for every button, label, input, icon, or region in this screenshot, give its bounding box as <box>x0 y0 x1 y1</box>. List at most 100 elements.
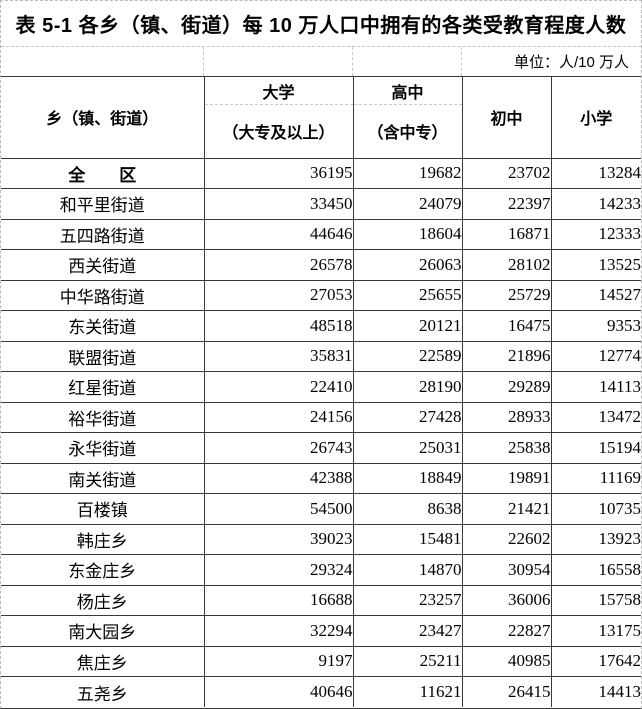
cell-value: 32294 <box>203 615 354 647</box>
cell-region-name: 和平里街道 <box>1 188 205 220</box>
cell-value: 16475 <box>461 310 552 342</box>
cell-value: 22602 <box>461 523 552 555</box>
table-row: 全 区 36195 19682 23702 13284 <box>1 157 641 189</box>
cell-region-name: 西关街道 <box>1 249 205 281</box>
cell-value: 22589 <box>352 340 463 372</box>
col-header-university-line1: 大学 <box>205 77 352 106</box>
table-row: 东关街道 48518 20121 16475 9353 <box>1 310 641 342</box>
cell-region-name: 东关街道 <box>1 310 205 342</box>
cell-value: 22410 <box>203 371 354 403</box>
cell-value: 42388 <box>203 462 354 494</box>
cell-value: 44646 <box>203 218 354 250</box>
cell-value: 16558 <box>550 554 641 586</box>
cell-value: 26743 <box>203 432 354 464</box>
cell-value: 11621 <box>352 676 463 707</box>
col-header-university: 大学 （大专及以上） <box>203 77 354 159</box>
cell-value: 26578 <box>203 249 354 281</box>
cell-value: 25838 <box>461 432 552 464</box>
cell-value: 17642 <box>550 645 641 677</box>
col-header-university-line2: （大专及以上） <box>222 125 335 143</box>
cell-value: 23427 <box>352 615 463 647</box>
cell-value: 36195 <box>203 157 354 189</box>
cell-value: 19682 <box>352 157 463 189</box>
unit-row-spacer <box>353 47 462 76</box>
col-header-primaryschool: 小学 <box>550 77 641 159</box>
cell-value: 36006 <box>461 584 552 616</box>
cell-region-name: 五四路街道 <box>1 218 205 250</box>
cell-value: 16688 <box>203 584 354 616</box>
cell-value: 22827 <box>461 615 552 647</box>
cell-value: 14113 <box>550 371 641 403</box>
cell-value: 22397 <box>461 188 552 220</box>
cell-value: 48518 <box>203 310 354 342</box>
cell-value: 13525 <box>550 249 641 281</box>
table-row: 南关街道 42388 18849 19891 11169 <box>1 462 641 494</box>
cell-value: 18849 <box>352 462 463 494</box>
cell-value: 35831 <box>203 340 354 372</box>
table-row: 裕华街道 24156 27428 28933 13472 <box>1 401 641 433</box>
cell-region-name: 百楼镇 <box>1 493 205 525</box>
table-row: 杨庄乡 16688 23257 36006 15758 <box>1 584 641 616</box>
cell-region-name: 东金庄乡 <box>1 554 205 586</box>
cell-value: 13284 <box>550 157 641 189</box>
cell-value: 21896 <box>461 340 552 372</box>
cell-value: 33450 <box>203 188 354 220</box>
cell-value: 27428 <box>352 401 463 433</box>
cell-region-name: 杨庄乡 <box>1 584 205 616</box>
cell-value: 25211 <box>352 645 463 677</box>
cell-region-name: 南大园乡 <box>1 615 205 647</box>
unit-row-spacer <box>204 47 353 76</box>
cell-value: 14413 <box>550 676 641 707</box>
col-header-university-split: 大学 （大专及以上） <box>205 77 352 157</box>
table-row: 百楼镇 54500 8638 21421 10735 <box>1 493 641 525</box>
cell-region-name: 焦庄乡 <box>1 645 205 677</box>
cell-value: 13923 <box>550 523 641 555</box>
col-header-highschool-line2: （含中专） <box>367 125 448 143</box>
cell-value: 12333 <box>550 218 641 250</box>
cell-value: 40985 <box>461 645 552 677</box>
cell-value: 28190 <box>352 371 463 403</box>
cell-value: 28102 <box>461 249 552 281</box>
cell-value: 25729 <box>461 279 552 311</box>
cell-value: 14233 <box>550 188 641 220</box>
col-header-region: 乡（镇、街道） <box>1 77 205 159</box>
cell-value: 8638 <box>352 493 463 525</box>
cell-value: 28933 <box>461 401 552 433</box>
cell-value: 24156 <box>203 401 354 433</box>
table-row: 西关街道 26578 26063 28102 13525 <box>1 249 641 281</box>
cell-value: 18604 <box>352 218 463 250</box>
table-row: 五尧乡 40646 11621 26415 14413 <box>1 676 641 707</box>
cell-value: 13472 <box>550 401 641 433</box>
header-row: 乡（镇、街道） 大学 （大专及以上） 高中 （含中专） 初中 小学 <box>1 77 641 159</box>
unit-row: 单位：人/10 万人 <box>1 47 641 77</box>
cell-value: 9353 <box>550 310 641 342</box>
cell-value: 9197 <box>203 645 354 677</box>
cell-value: 54500 <box>203 493 354 525</box>
cell-value: 23257 <box>352 584 463 616</box>
cell-region-name: 联盟街道 <box>1 340 205 372</box>
cell-region-name: 全 区 <box>1 157 205 189</box>
table-row: 永华街道 26743 25031 25838 15194 <box>1 432 641 464</box>
cell-value: 26415 <box>461 676 552 707</box>
cell-value: 29324 <box>203 554 354 586</box>
table-row: 和平里街道 33450 24079 22397 14233 <box>1 188 641 220</box>
cell-value: 14527 <box>550 279 641 311</box>
cell-value: 16871 <box>461 218 552 250</box>
table-row: 东金庄乡 29324 14870 30954 16558 <box>1 554 641 586</box>
cell-region-name: 红星街道 <box>1 371 205 403</box>
table-row: 韩庄乡 39023 15481 22602 13923 <box>1 523 641 555</box>
table-row: 红星街道 22410 28190 29289 14113 <box>1 371 641 403</box>
cell-value: 11169 <box>550 462 641 494</box>
cell-value: 20121 <box>352 310 463 342</box>
table-body: 全 区 36195 19682 23702 13284 和平里街道 33450 24079 22… <box>1 157 641 707</box>
table-title: 表 5-1 各乡（镇、街道）每 10 万人口中拥有的各类受教育程度人数 <box>1 1 641 47</box>
table-row: 中华路街道 27053 25655 25729 14527 <box>1 279 641 311</box>
cell-value: 23702 <box>461 157 552 189</box>
cell-value: 29289 <box>461 371 552 403</box>
col-header-highschool: 高中 （含中专） <box>352 77 463 159</box>
cell-value: 24079 <box>352 188 463 220</box>
cell-value: 27053 <box>203 279 354 311</box>
cell-value: 13175 <box>550 615 641 647</box>
education-table: 乡（镇、街道） 大学 （大专及以上） 高中 （含中专） 初中 小学 全 区 36 <box>1 77 641 707</box>
